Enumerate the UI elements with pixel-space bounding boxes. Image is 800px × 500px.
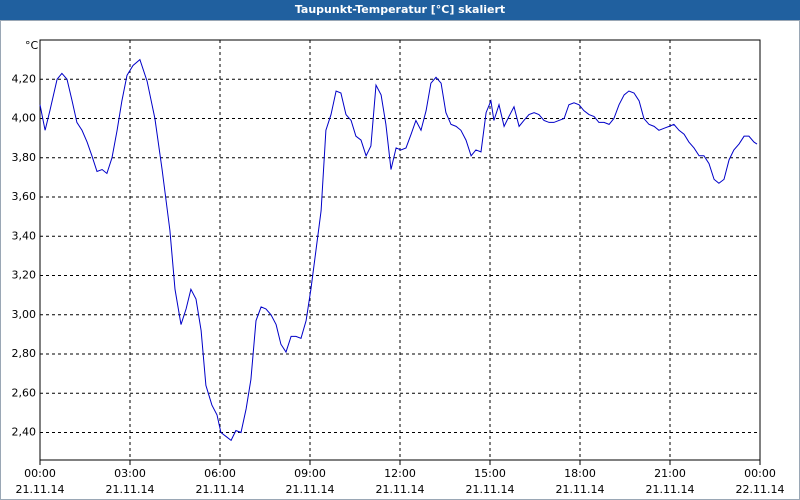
y-tick-label: 2,80 <box>12 347 37 360</box>
x-tick-date: 21.11.14 <box>286 483 335 496</box>
x-tick-label: 18:00 <box>564 467 596 480</box>
x-tick-label: 21:00 <box>654 467 686 480</box>
x-tick-label: 00:00 <box>744 467 776 480</box>
x-tick-date: 21.11.14 <box>16 483 65 496</box>
x-tick-label: 15:00 <box>474 467 506 480</box>
x-tick-date: 21.11.14 <box>376 483 425 496</box>
x-tick-label: 00:00 <box>24 467 56 480</box>
y-unit: °C <box>25 39 39 52</box>
title-bar <box>0 0 800 20</box>
y-tick-label: 2,60 <box>12 386 37 399</box>
x-tick-label: 09:00 <box>294 467 326 480</box>
y-tick-label: 3,20 <box>12 269 37 282</box>
y-tick-label: 3,40 <box>12 229 37 242</box>
y-tick-label: 3,80 <box>12 151 37 164</box>
x-tick-date: 21.11.14 <box>106 483 155 496</box>
x-tick-date: 21.11.14 <box>196 483 245 496</box>
chart-title: Taupunkt-Temperatur [°C] skaliert <box>295 3 505 16</box>
y-tick-label: 4,00 <box>12 112 37 125</box>
y-tick-label: 2,40 <box>12 426 37 439</box>
x-tick-date: 21.11.14 <box>646 483 695 496</box>
y-tick-label: 3,00 <box>12 308 37 321</box>
chart-body <box>0 20 800 500</box>
y-tick-label: 3,60 <box>12 190 37 203</box>
x-tick-date: 21.11.14 <box>556 483 605 496</box>
x-tick-label: 06:00 <box>204 467 236 480</box>
x-tick-label: 12:00 <box>384 467 416 480</box>
x-tick-date: 21.11.14 <box>466 483 515 496</box>
y-tick-label: 4,20 <box>12 72 37 85</box>
x-tick-date: 22.11.14 <box>736 483 785 496</box>
data-line <box>39 58 758 442</box>
x-tick-label: 03:00 <box>114 467 146 480</box>
